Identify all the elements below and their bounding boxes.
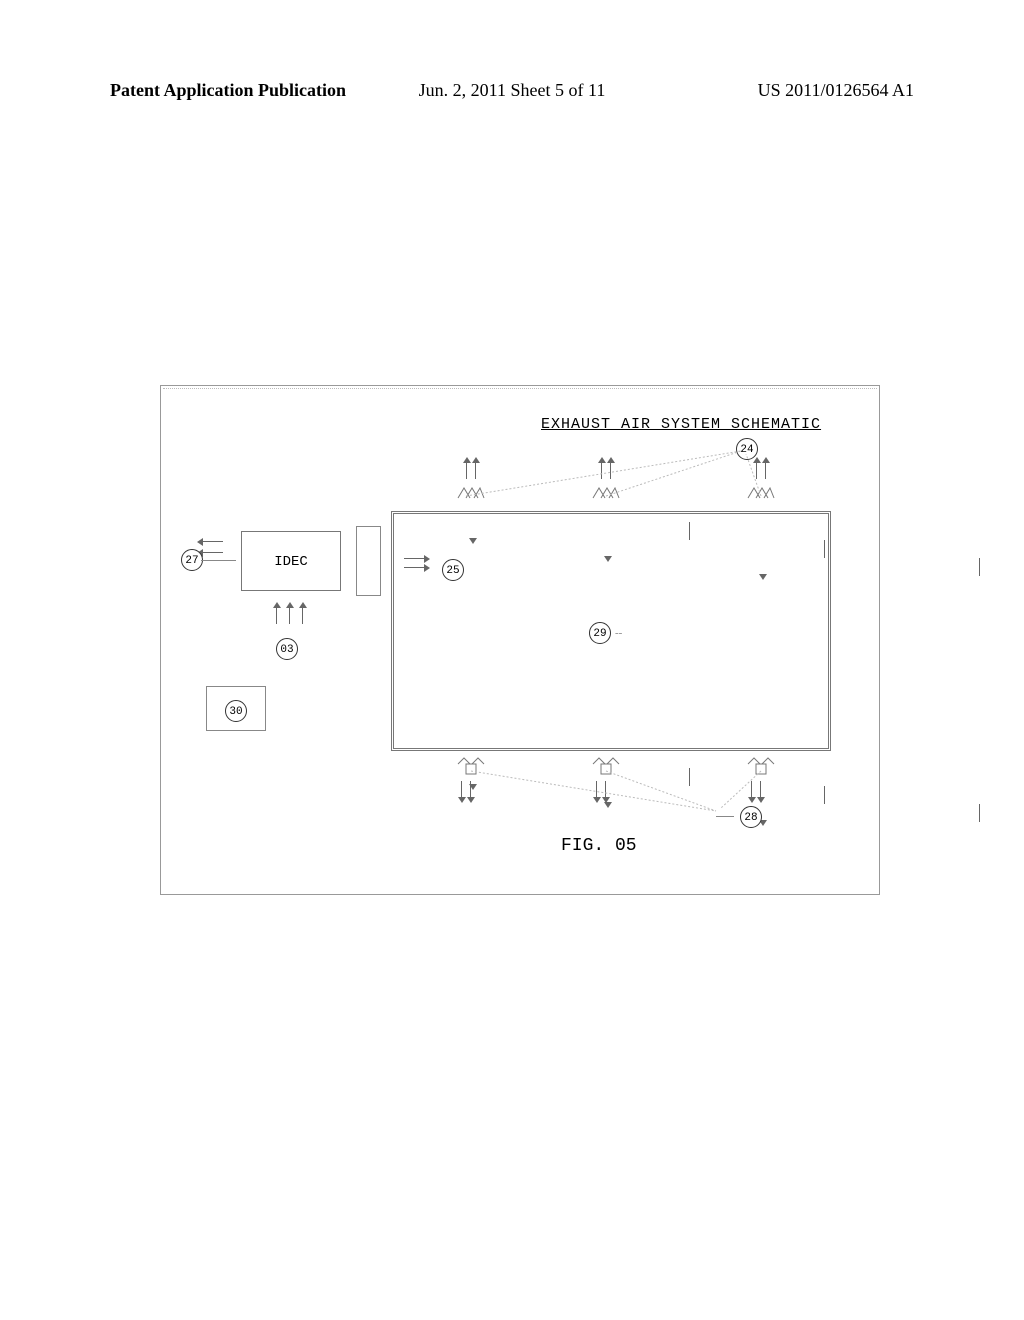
down-arrow-icon xyxy=(472,522,906,540)
up-arrow-icon xyxy=(289,606,290,624)
idec-unit: IDEC xyxy=(241,531,341,591)
dash-text: -- xyxy=(615,627,622,639)
up-arrow-icon xyxy=(276,606,277,624)
dash-lines-top xyxy=(461,446,781,506)
arrows-idec-bottom xyxy=(276,606,303,624)
circle-29: 29 xyxy=(589,622,611,644)
circle-30: 30 xyxy=(225,700,247,722)
right-arrow-icon xyxy=(404,567,426,568)
right-arrow-icon xyxy=(404,558,426,559)
down-arrow-icon xyxy=(762,558,1024,576)
label-25: 25 xyxy=(442,559,464,581)
left-arrow-icon xyxy=(201,541,223,542)
legend-box: 30 xyxy=(206,686,266,731)
idec-coupling xyxy=(356,526,381,596)
arrows-idec-left xyxy=(201,541,223,553)
circle-25: 25 xyxy=(442,559,464,581)
header-publication: Patent Application Publication xyxy=(110,80,346,101)
label-27: 27 xyxy=(181,549,203,571)
label-03: 03 xyxy=(276,638,298,660)
line-28 xyxy=(716,816,734,817)
idec-label: IDEC xyxy=(274,554,308,570)
label-29: 29 -- xyxy=(589,622,622,644)
dotted-border xyxy=(163,388,877,389)
header-patent-number: US 2011/0126564 A1 xyxy=(758,80,914,101)
left-arrow-icon xyxy=(201,552,223,553)
figure-caption: FIG. 05 xyxy=(561,836,637,856)
arrows-supply xyxy=(404,558,426,568)
line-27 xyxy=(201,560,236,561)
patent-page: Patent Application Publication Jun. 2, 2… xyxy=(0,0,1024,1320)
down-arrow-icon xyxy=(607,540,1024,558)
building-outline: 25 29 -- xyxy=(391,511,831,751)
up-arrow-icon xyxy=(302,606,303,624)
circle-28: 28 xyxy=(740,806,762,828)
down-arrow-icon xyxy=(762,804,1024,822)
header-date-sheet: Jun. 2, 2011 Sheet 5 of 11 xyxy=(419,80,606,101)
schematic-title: EXHAUST AIR SYSTEM SCHEMATIC xyxy=(541,416,821,433)
figure-frame: EXHAUST AIR SYSTEM SCHEMATIC 24 xyxy=(160,385,880,895)
circle-03: 03 xyxy=(276,638,298,660)
label-28: 28 xyxy=(716,806,762,828)
circle-27: 27 xyxy=(181,549,203,571)
